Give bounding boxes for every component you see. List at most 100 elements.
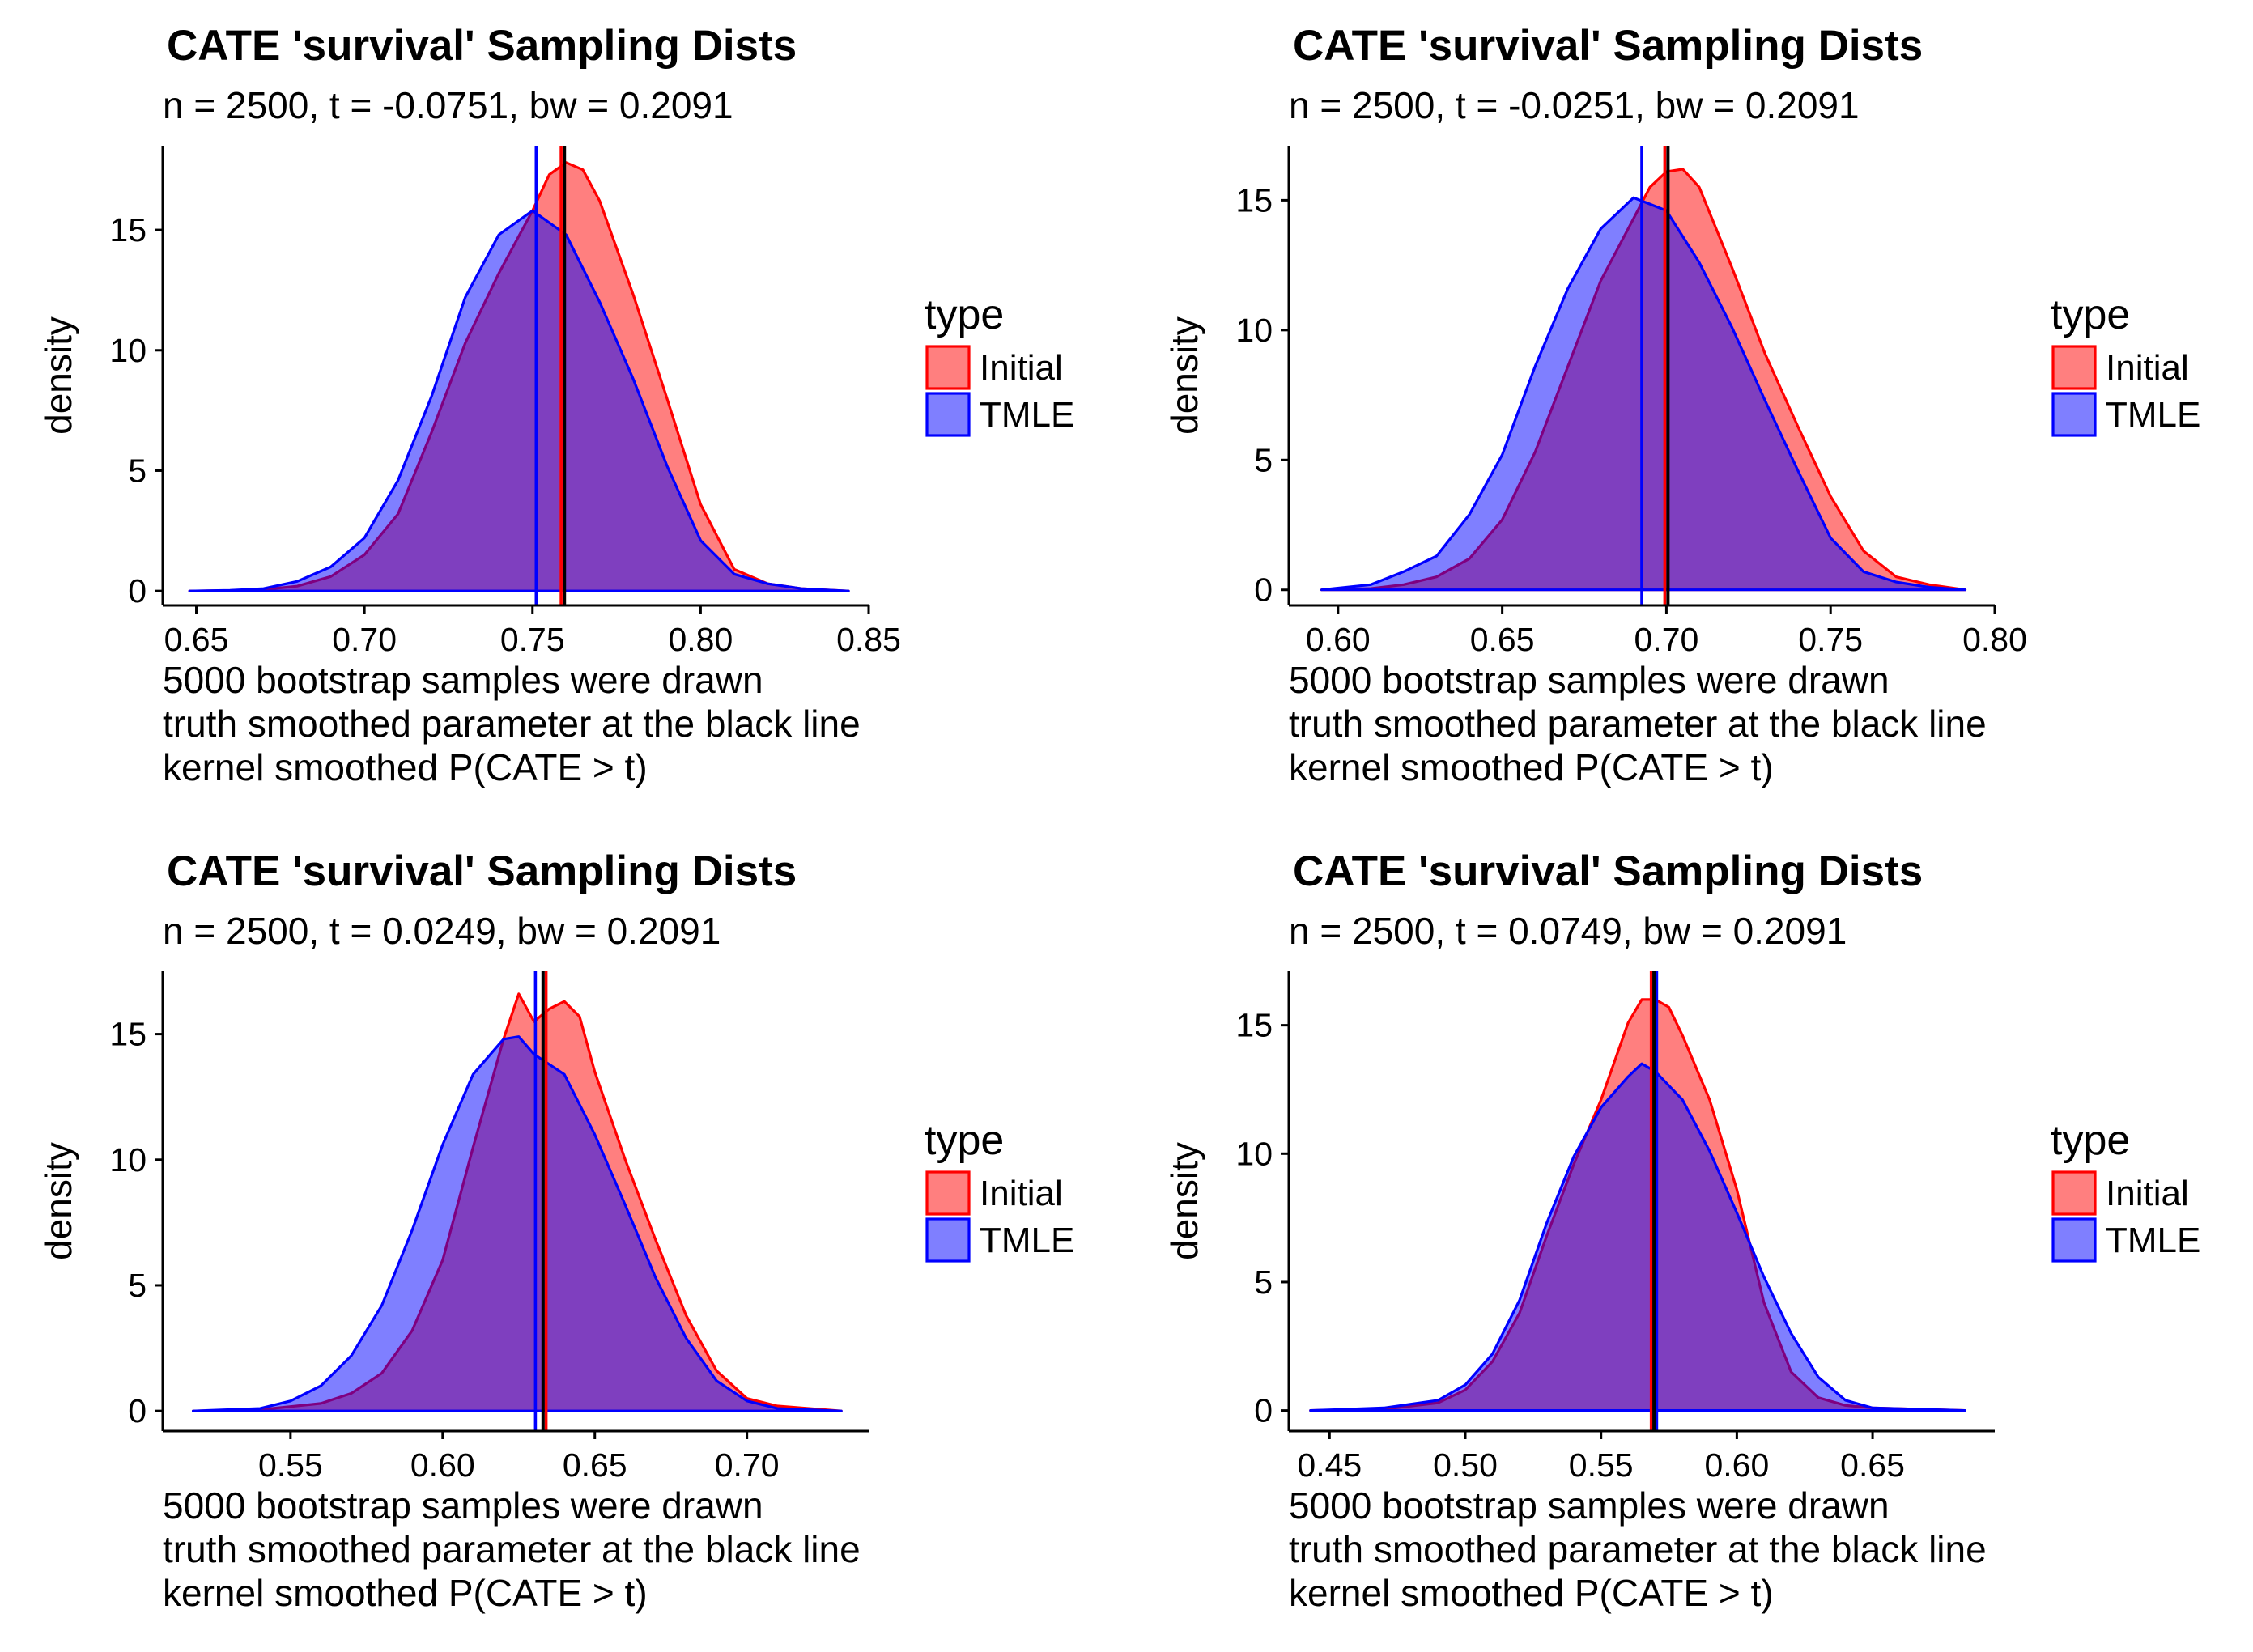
x-tick-label: 0.70 [1634, 621, 1699, 658]
y-tick-label: 5 [1254, 441, 1273, 478]
legend-title: type [925, 291, 1004, 338]
x-tick-label: 0.55 [1569, 1446, 1634, 1484]
chart-title: CATE 'survival' Sampling Dists [1293, 22, 1923, 70]
x-tick-label: 0.75 [1798, 621, 1863, 658]
plot-area [192, 971, 843, 1431]
legend-label: Initial [980, 1174, 1063, 1213]
x-tick-label: 0.75 [500, 621, 565, 658]
panel-top-left: CATE 'survival' Sampling Dists n = 2500, … [0, 0, 1126, 826]
x-tick-label: 0.50 [1433, 1446, 1498, 1484]
legend-label: TMLE [980, 1221, 1074, 1260]
y-tick-label: 0 [128, 1392, 147, 1429]
x-tick-label: 0.80 [668, 621, 733, 658]
caption-line: truth smoothed parameter at the black li… [1289, 1528, 1987, 1570]
legend-title: type [925, 1117, 1004, 1164]
caption-line: 5000 bootstrap samples were drawn [1289, 659, 1890, 701]
x-tick-label: 0.70 [332, 621, 397, 658]
legend-swatch-tmle [2051, 392, 2097, 437]
chart-subtitle: n = 2500, t = -0.0251, bw = 0.2091 [1289, 84, 1860, 126]
legend-label: Initial [2106, 1174, 2189, 1213]
legend: type Initial TMLE [925, 1117, 1074, 1263]
density-area-tmle [1320, 196, 1967, 592]
chart-subtitle: n = 2500, t = -0.0751, bw = 0.2091 [163, 84, 733, 126]
caption-line: 5000 bootstrap samples were drawn [1289, 1484, 1890, 1527]
legend-label: TMLE [980, 395, 1074, 435]
density-area-tmle [1309, 1062, 1966, 1412]
x-tick-label: 0.65 [1840, 1446, 1905, 1484]
y-tick-label: 15 [1235, 181, 1273, 219]
caption-line: kernel smoothed P(CATE > t) [1289, 1572, 1774, 1614]
legend: type Initial TMLE [925, 291, 1074, 437]
y-tick-label: 15 [109, 211, 147, 248]
legend-swatch-tmle [925, 1217, 971, 1263]
y-tick-label: 10 [109, 332, 147, 369]
chart-title: CATE 'survival' Sampling Dists [1293, 847, 1923, 895]
chart-svg: CATE 'survival' Sampling Dists n = 2500, … [37, 22, 1074, 788]
legend-swatch-initial [925, 345, 971, 390]
legend-swatch-tmle [2051, 1217, 2097, 1263]
caption-line: truth smoothed parameter at the black li… [163, 1528, 861, 1570]
legend-label: Initial [2106, 348, 2189, 388]
legend-swatch-tmle [925, 392, 971, 437]
chart-subtitle: n = 2500, t = 0.0249, bw = 0.2091 [163, 910, 721, 952]
y-axis-label: density [1163, 316, 1205, 435]
x-tick-label: 0.55 [258, 1446, 323, 1484]
chart-svg: CATE 'survival' Sampling Dists n = 2500, … [1163, 22, 2200, 788]
x-tick-label: 0.85 [836, 621, 901, 658]
y-tick-label: 5 [128, 452, 147, 489]
legend-swatch-initial [2051, 345, 2097, 390]
density-area-tmle [188, 209, 850, 592]
y-tick-label: 0 [1254, 1392, 1273, 1429]
caption-line: truth smoothed parameter at the black li… [1289, 703, 1987, 745]
x-tick-label: 0.65 [1470, 621, 1535, 658]
chart-subtitle: n = 2500, t = 0.0749, bw = 0.2091 [1289, 910, 1847, 952]
legend-swatch-initial [925, 1170, 971, 1216]
y-tick-label: 10 [1235, 1135, 1273, 1172]
y-tick-label: 5 [128, 1267, 147, 1304]
panel-bottom-left: CATE 'survival' Sampling Dists n = 2500, … [0, 826, 1126, 1651]
plot-area [188, 146, 850, 605]
x-tick-label: 0.70 [715, 1446, 780, 1484]
legend: type Initial TMLE [2051, 1117, 2200, 1263]
caption-line: truth smoothed parameter at the black li… [163, 703, 861, 745]
legend-label: TMLE [2106, 395, 2200, 435]
plot-area [1309, 971, 1966, 1431]
x-tick-label: 0.65 [164, 621, 229, 658]
caption-line: 5000 bootstrap samples were drawn [163, 659, 763, 701]
y-tick-label: 0 [1254, 571, 1273, 609]
caption-line: kernel smoothed P(CATE > t) [163, 1572, 648, 1614]
legend: type Initial TMLE [2051, 291, 2200, 437]
density-area-tmle [192, 1035, 843, 1412]
panel-bottom-right: CATE 'survival' Sampling Dists n = 2500, … [1126, 826, 2252, 1651]
chart-svg: CATE 'survival' Sampling Dists n = 2500, … [37, 847, 1074, 1614]
plot-area [1320, 146, 1967, 605]
y-tick-label: 10 [1235, 312, 1273, 349]
legend-title: type [2051, 1117, 2130, 1164]
y-tick-label: 15 [1235, 1007, 1273, 1044]
x-tick-label: 0.80 [1962, 621, 2027, 658]
y-axis-label: density [37, 316, 79, 435]
y-tick-label: 10 [109, 1141, 147, 1178]
y-axis-label: density [37, 1142, 79, 1260]
caption-line: kernel smoothed P(CATE > t) [163, 746, 648, 788]
y-tick-label: 0 [128, 572, 147, 609]
y-axis-label: density [1163, 1142, 1205, 1260]
chart-title: CATE 'survival' Sampling Dists [167, 847, 797, 895]
chart-svg: CATE 'survival' Sampling Dists n = 2500, … [1163, 847, 2200, 1614]
legend-swatch-initial [2051, 1170, 2097, 1216]
caption-line: kernel smoothed P(CATE > t) [1289, 746, 1774, 788]
x-tick-label: 0.60 [1704, 1446, 1769, 1484]
panel-top-right: CATE 'survival' Sampling Dists n = 2500, … [1126, 0, 2252, 826]
x-tick-label: 0.45 [1297, 1446, 1362, 1484]
legend-label: Initial [980, 348, 1063, 388]
legend-label: TMLE [2106, 1221, 2200, 1260]
caption-line: 5000 bootstrap samples were drawn [163, 1484, 763, 1527]
x-tick-label: 0.60 [1306, 621, 1371, 658]
chart-title: CATE 'survival' Sampling Dists [167, 22, 797, 70]
y-tick-label: 5 [1254, 1263, 1273, 1301]
x-tick-label: 0.65 [563, 1446, 627, 1484]
x-tick-label: 0.60 [410, 1446, 475, 1484]
y-tick-label: 15 [109, 1016, 147, 1053]
legend-title: type [2051, 291, 2130, 338]
